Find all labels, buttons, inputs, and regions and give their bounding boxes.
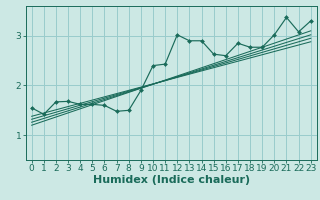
X-axis label: Humidex (Indice chaleur): Humidex (Indice chaleur) [92, 175, 250, 185]
